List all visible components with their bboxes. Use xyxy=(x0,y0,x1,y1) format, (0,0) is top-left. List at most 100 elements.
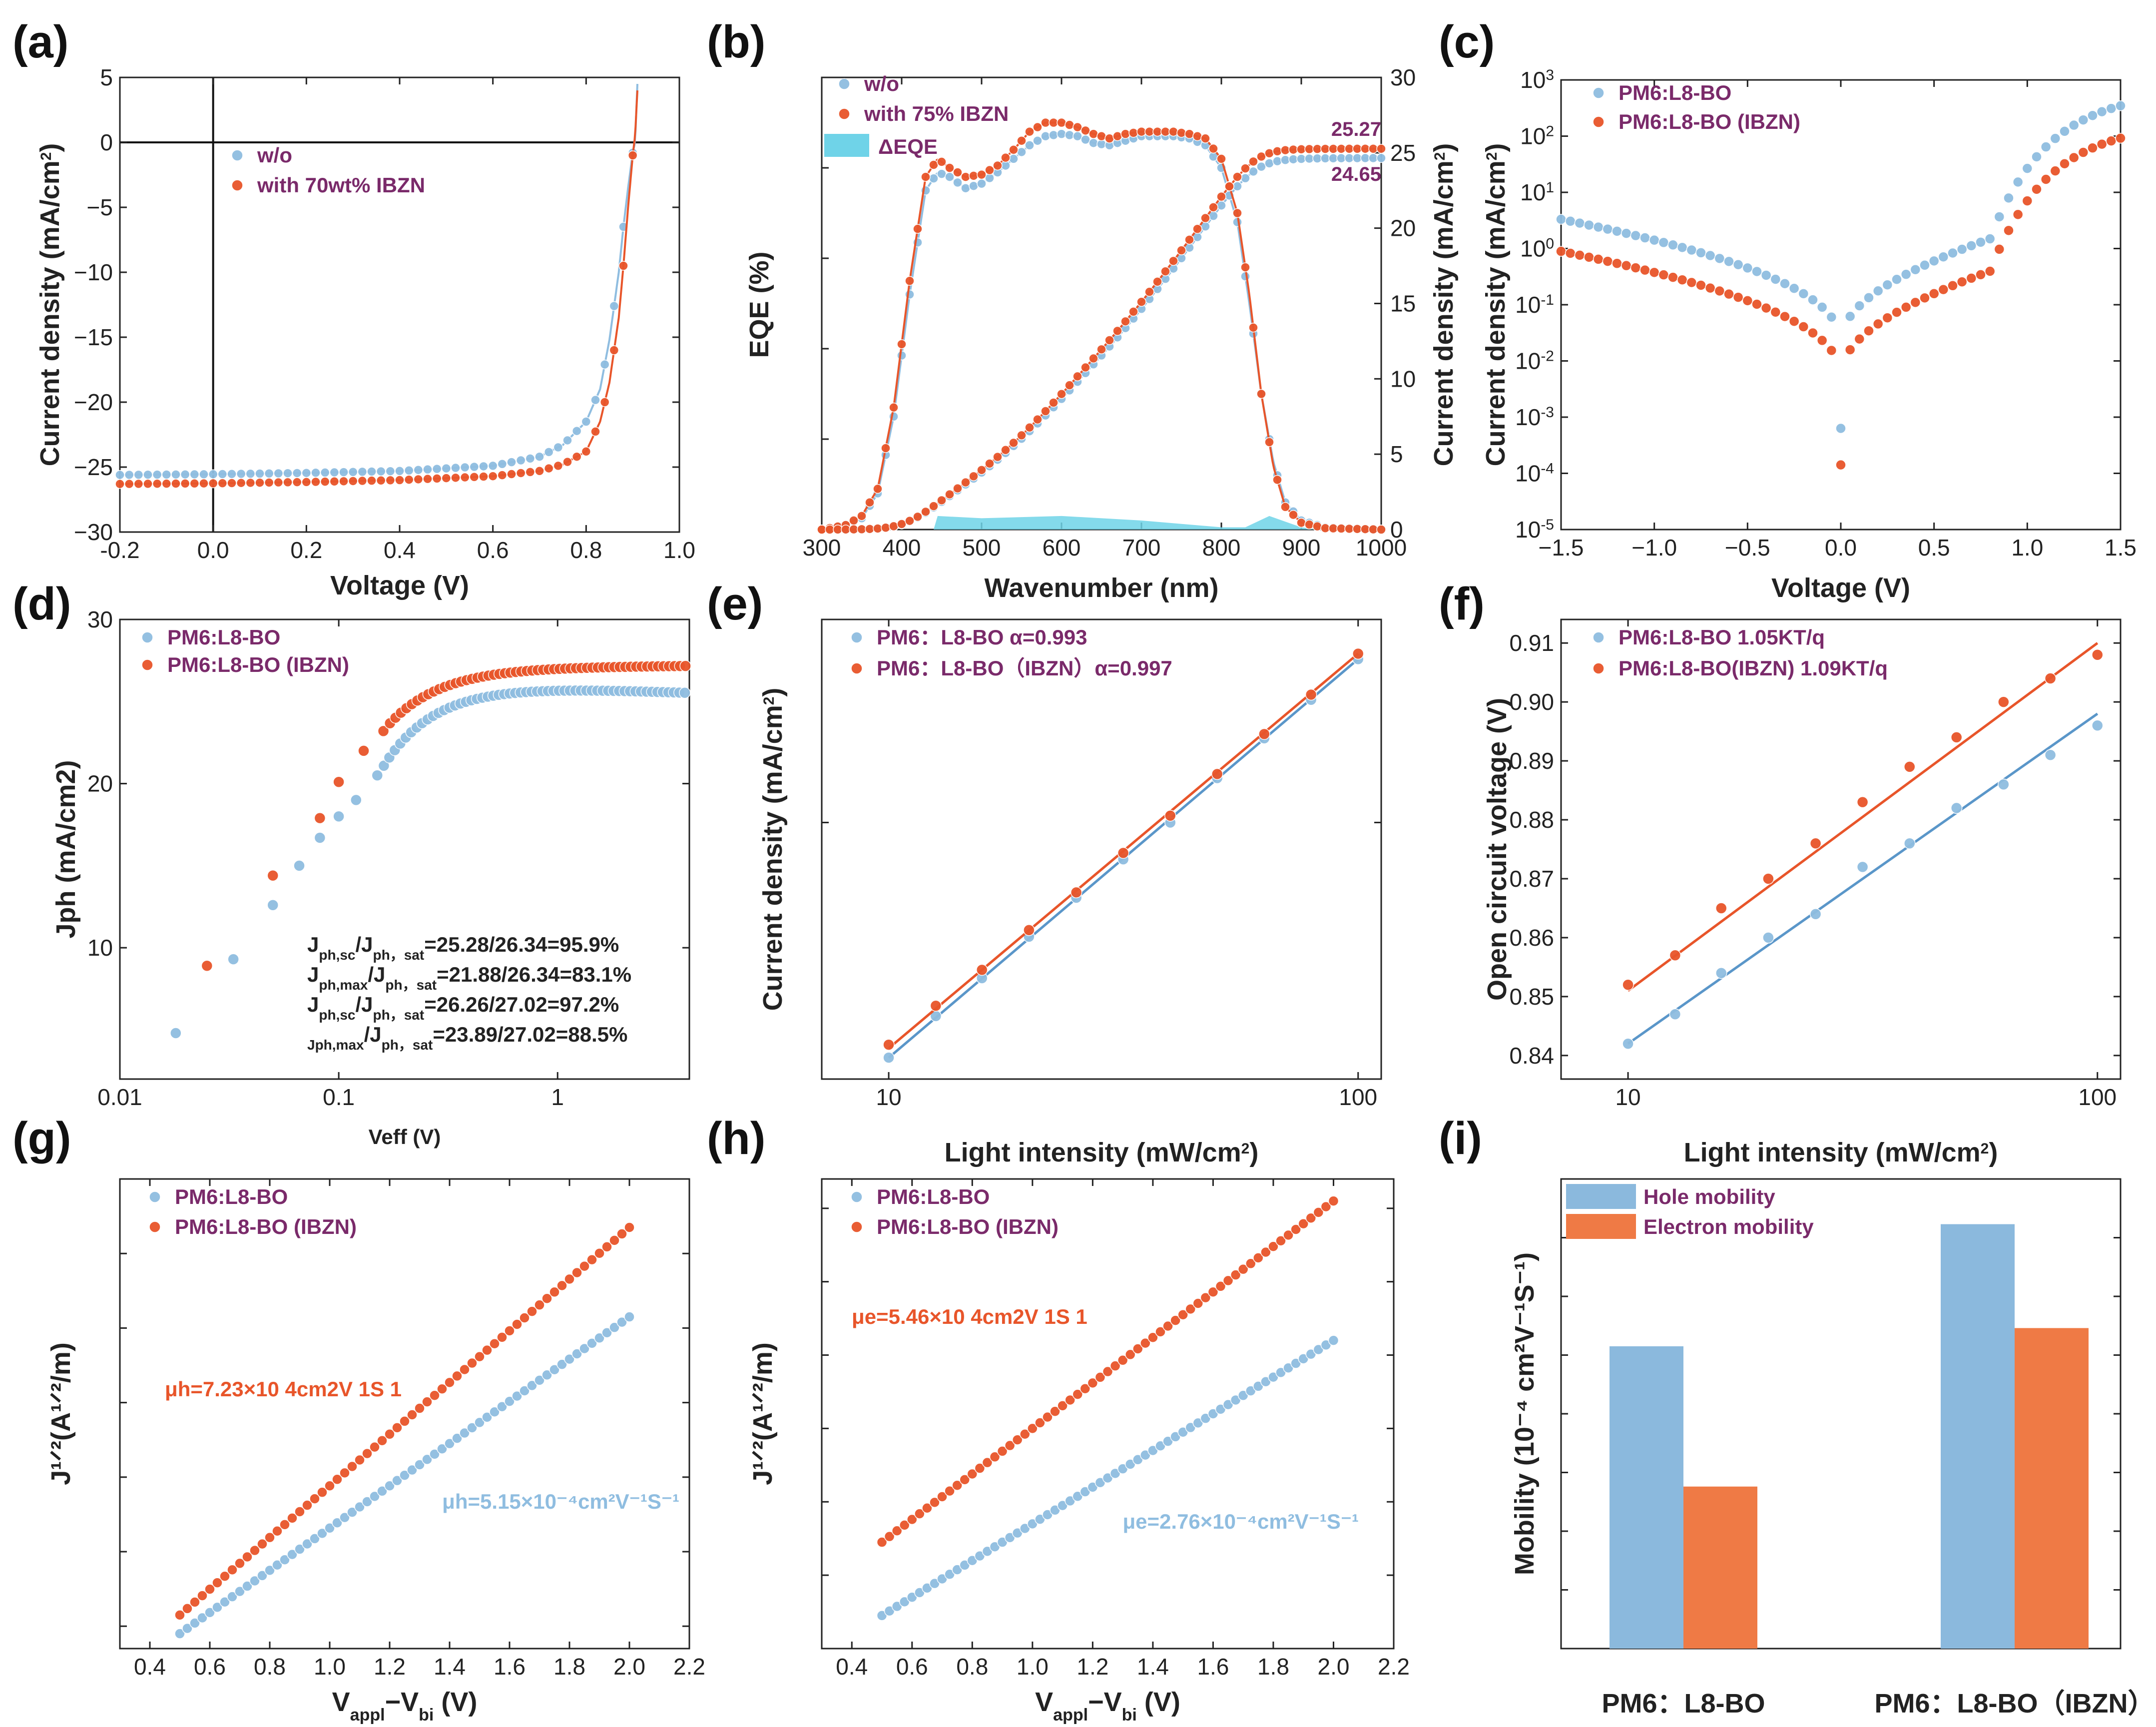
dark-jv-point-0 xyxy=(2031,151,2042,162)
jph-point-1 xyxy=(377,725,390,737)
jv-point-0 xyxy=(348,467,358,477)
mobility-annotation-wo: μh=5.15×10⁻⁴cm²V⁻¹S⁻¹ xyxy=(442,1490,679,1513)
legend-f-ibzn-marker xyxy=(1593,662,1605,674)
jv-point-1 xyxy=(479,472,489,482)
dark-jv-point-0 xyxy=(1919,260,1930,271)
eqe-point-1 xyxy=(1240,262,1250,272)
legend-electron-swatch xyxy=(1566,1214,1636,1239)
eqe-point-1 xyxy=(1312,521,1322,532)
plot-frame xyxy=(119,76,680,533)
category-label-1: PM6：L8-BO（IBZN） xyxy=(1874,1689,2155,1719)
dark-jv-point-0 xyxy=(2096,106,2108,117)
x-tick-label: 0.0 xyxy=(197,537,229,563)
jv-point-1 xyxy=(553,461,563,471)
jv-point-1 xyxy=(180,479,190,489)
dark-jv-point-0 xyxy=(2106,103,2117,114)
sclc-point-1 xyxy=(1162,1320,1173,1332)
jsc-point-1 xyxy=(1112,326,1122,336)
eqe-point-1 xyxy=(1112,131,1122,141)
jsc-point-1 xyxy=(1088,353,1098,364)
jsc-point-1 xyxy=(913,512,923,522)
sclc-point-1 xyxy=(1109,1360,1121,1371)
panel-i: (i) PM6：L8-BO PM6：L8-BO（IBZN） Hole mobility… xyxy=(1439,1113,2155,1719)
sclc-point-1 xyxy=(1215,1281,1226,1292)
jsc-point-1 xyxy=(1120,316,1130,327)
sclc-point-1 xyxy=(474,1351,485,1362)
jv-point-0 xyxy=(469,462,480,472)
jv-point-0 xyxy=(507,457,517,467)
sclc-point-1 xyxy=(197,1590,208,1601)
dark-jv-point-1 xyxy=(2012,209,2024,220)
dark-jv-point-1 xyxy=(1807,327,1818,339)
dark-jv-point-1 xyxy=(1565,248,1576,259)
panel-label-f: (f) xyxy=(1439,578,1485,629)
jv-point-1 xyxy=(413,474,424,485)
eqe-point-1 xyxy=(1057,117,1067,128)
sclc-point-1 xyxy=(944,1485,955,1497)
sclc-point-1 xyxy=(1020,1429,1031,1440)
x-tick-label: 1.0 xyxy=(314,1654,346,1680)
voc-point-0 xyxy=(2092,719,2104,732)
dark-jv-point-0 xyxy=(1994,211,2005,222)
jv-point-1 xyxy=(208,478,218,489)
dark-jv-point-0 xyxy=(1742,262,1753,274)
jsc-point-1 xyxy=(1144,287,1154,297)
y-tick-label: −5 xyxy=(87,194,113,220)
dark-jv-point-1 xyxy=(2031,184,2042,195)
eqe-point-1 xyxy=(1096,131,1106,141)
dark-jv-point-0 xyxy=(1667,239,1678,251)
sclc-point-1 xyxy=(242,1551,253,1563)
dark-jv-point-1 xyxy=(1732,292,1744,303)
jph-point-1 xyxy=(267,869,279,882)
sclc-point-1 xyxy=(959,1474,970,1485)
jv-point-1 xyxy=(385,475,396,486)
jv-point-1 xyxy=(488,471,498,481)
jsc-point-1 xyxy=(1152,277,1162,287)
eqe-point-0 xyxy=(1065,130,1075,140)
voc-point-1 xyxy=(1809,837,1822,849)
y-axis-label-d: Jph (mA/cm2) xyxy=(51,760,81,938)
dark-jv-point-1 xyxy=(1751,299,1762,310)
sclc-point-0 xyxy=(182,1623,193,1634)
jsc-intensity-point-1 xyxy=(1023,924,1035,936)
sclc-point-1 xyxy=(1222,1275,1234,1286)
jv-point-0 xyxy=(497,459,508,469)
jv-point-1 xyxy=(133,479,144,489)
eqe-point-0 xyxy=(929,173,939,183)
sclc-point-1 xyxy=(989,1451,1001,1463)
y-tick-label: 101 xyxy=(1520,179,1554,206)
x-tick-label: −0.5 xyxy=(1725,535,1770,561)
jv-point-0 xyxy=(562,435,572,446)
eqe-point-1 xyxy=(1304,520,1314,530)
sclc-point-1 xyxy=(914,1508,925,1519)
eqe-point-1 xyxy=(969,171,979,181)
jv-point-0 xyxy=(152,470,162,480)
sclc-point-0 xyxy=(519,1385,530,1396)
y-tick-label: 0.91 xyxy=(1509,630,1554,656)
sclc-point-1 xyxy=(1305,1212,1317,1223)
dark-jv-point-0 xyxy=(1593,221,1604,233)
sclc-point-1 xyxy=(362,1448,373,1459)
sclc-point-1 xyxy=(444,1377,455,1388)
panel-h: (h) 0.4 0.6 0.8 1.0 1.2 1.4 1.6 1.8 2.0 2.2 PM6:L8-… xyxy=(707,1113,1410,1725)
sclc-point-0 xyxy=(422,1454,433,1465)
eqe-point-1 xyxy=(1280,502,1290,512)
x-tick-label: 0.6 xyxy=(194,1654,226,1680)
jsc-point-1 xyxy=(1224,181,1234,191)
dark-jv-point-1 xyxy=(1770,307,1781,318)
sclc-point-0 xyxy=(579,1343,590,1354)
jph-point-0 xyxy=(371,769,384,781)
jsc-point-1 xyxy=(1208,202,1218,212)
sclc-point-1 xyxy=(1170,1315,1181,1326)
x-tick-label: 0.8 xyxy=(956,1654,988,1680)
x-tick-label: 1.4 xyxy=(434,1654,466,1680)
dark-jv-point-0 xyxy=(2078,114,2089,125)
legend-d-wo-label: PM6:L8-BO xyxy=(167,625,280,649)
eqe-point-1 xyxy=(961,172,971,182)
jsc-intensity-point-1 xyxy=(1305,688,1317,701)
sclc-point-1 xyxy=(1275,1235,1286,1246)
x-axis-label-e: Light intensity (mW/cm2) xyxy=(945,1138,1259,1167)
dark-jv-point-0 xyxy=(1938,251,1949,263)
sclc-point-0 xyxy=(534,1375,545,1386)
sclc-point-1 xyxy=(279,1519,290,1530)
